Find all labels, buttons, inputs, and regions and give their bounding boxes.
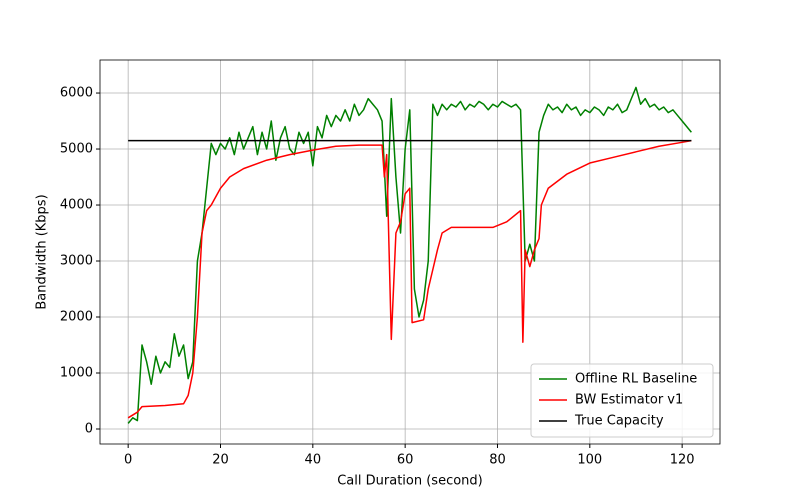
- x-axis-label: Call Duration (second): [337, 474, 483, 489]
- y-tick-label: 1000: [60, 366, 93, 381]
- y-tick-label: 6000: [60, 86, 93, 101]
- y-axis-label: Bandwidth (Kbps): [35, 194, 50, 309]
- y-tick-label: 2000: [60, 310, 93, 325]
- y-tick-label: 0: [85, 421, 93, 436]
- legend-label: True Capacity: [574, 414, 664, 429]
- series-line: [127, 139, 692, 419]
- y-tick-label: 4000: [60, 198, 93, 213]
- y-tick-label: 5000: [60, 142, 93, 157]
- legend-label: Offline RL Baseline: [575, 372, 697, 387]
- x-tick-label: 0: [124, 453, 132, 468]
- legend-label: BW Estimator v1: [575, 393, 683, 408]
- plot-frame: [99, 59, 721, 445]
- x-tick-label: 100: [577, 453, 602, 468]
- series-line: [127, 86, 692, 424]
- x-tick-label: 60: [397, 453, 414, 468]
- x-tick-label: 40: [305, 453, 322, 468]
- x-tick-label: 120: [670, 453, 695, 468]
- legend-box: [530, 363, 714, 438]
- x-tick-label: 80: [489, 453, 506, 468]
- x-tick-label: 20: [212, 453, 229, 468]
- y-tick-label: 3000: [60, 254, 93, 269]
